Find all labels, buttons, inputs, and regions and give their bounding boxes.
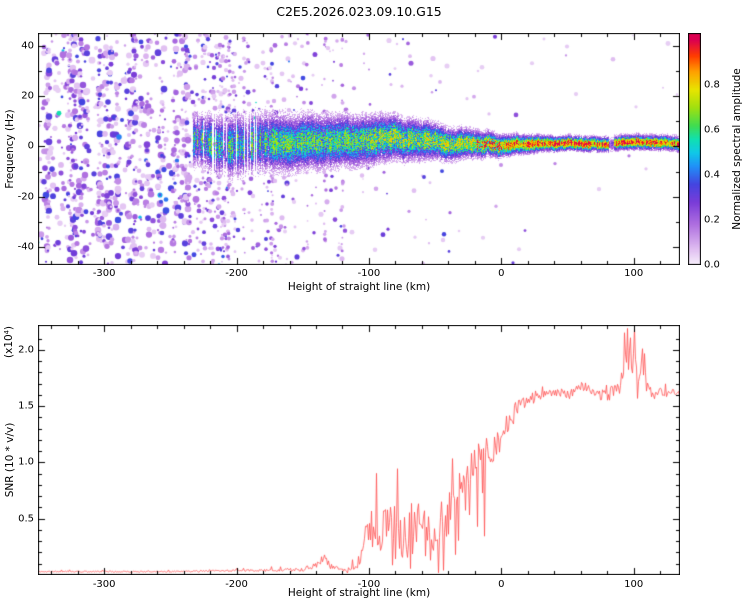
colorbar-tick-label: 0.2 bbox=[704, 214, 720, 226]
snr-ytick-label: 1.5 bbox=[18, 400, 34, 412]
snr-xtick-label: -300 bbox=[92, 579, 116, 590]
spectrogram-ytick-label: 40 bbox=[21, 40, 34, 52]
spectrogram-xtick-label: 0 bbox=[498, 268, 505, 279]
snr-xtick-label: -100 bbox=[357, 579, 381, 590]
colorbar-tick-label: 0.4 bbox=[704, 169, 720, 181]
spectrogram-ytick-label: -40 bbox=[17, 241, 34, 253]
colorbar-label: Normalized spectral amplitude bbox=[731, 68, 743, 230]
snr-xtick-label: 0 bbox=[498, 579, 505, 590]
colorbar-tick-label: 0.6 bbox=[704, 124, 720, 136]
spectrogram-ylabel: Frequency (Hz) bbox=[4, 109, 16, 189]
snr-ytick-label: 0.5 bbox=[18, 513, 34, 525]
spectrogram-xtick-label: -300 bbox=[92, 268, 116, 279]
snr-ylabel-scale: (x10⁴) bbox=[3, 326, 15, 358]
spectrogram-ytick-label: 0 bbox=[27, 140, 34, 152]
spectrogram-xlabel: Height of straight line (km) bbox=[287, 281, 431, 293]
colorbar-tick-label: 0.8 bbox=[704, 79, 720, 91]
spectrogram-xtick-label: -200 bbox=[225, 268, 248, 279]
snr-xlabel: Height of straight line (km) bbox=[287, 587, 431, 599]
colorbar-canvas bbox=[688, 33, 701, 265]
spectrogram-xtick-label: -100 bbox=[357, 268, 381, 279]
snr-xtick-label: -200 bbox=[225, 579, 248, 590]
snr-ytick-label: 2.0 bbox=[18, 344, 34, 356]
snr-xtick-label: 100 bbox=[624, 579, 644, 590]
spectrogram-ytick-label: -20 bbox=[17, 191, 34, 203]
figure-title: C2E5.2026.023.09.10.G15 bbox=[276, 4, 442, 19]
spectrogram-xtick-label: 100 bbox=[624, 268, 644, 279]
snr-ytick-label: 1.0 bbox=[18, 456, 34, 468]
spectrogram-canvas bbox=[38, 33, 680, 265]
snr-line-canvas bbox=[38, 325, 680, 575]
colorbar-tick-label: 0.0 bbox=[704, 259, 720, 271]
snr-ylabel: SNR (10 * v/v) bbox=[4, 422, 16, 498]
spectrogram-ytick-label: 20 bbox=[21, 90, 34, 102]
